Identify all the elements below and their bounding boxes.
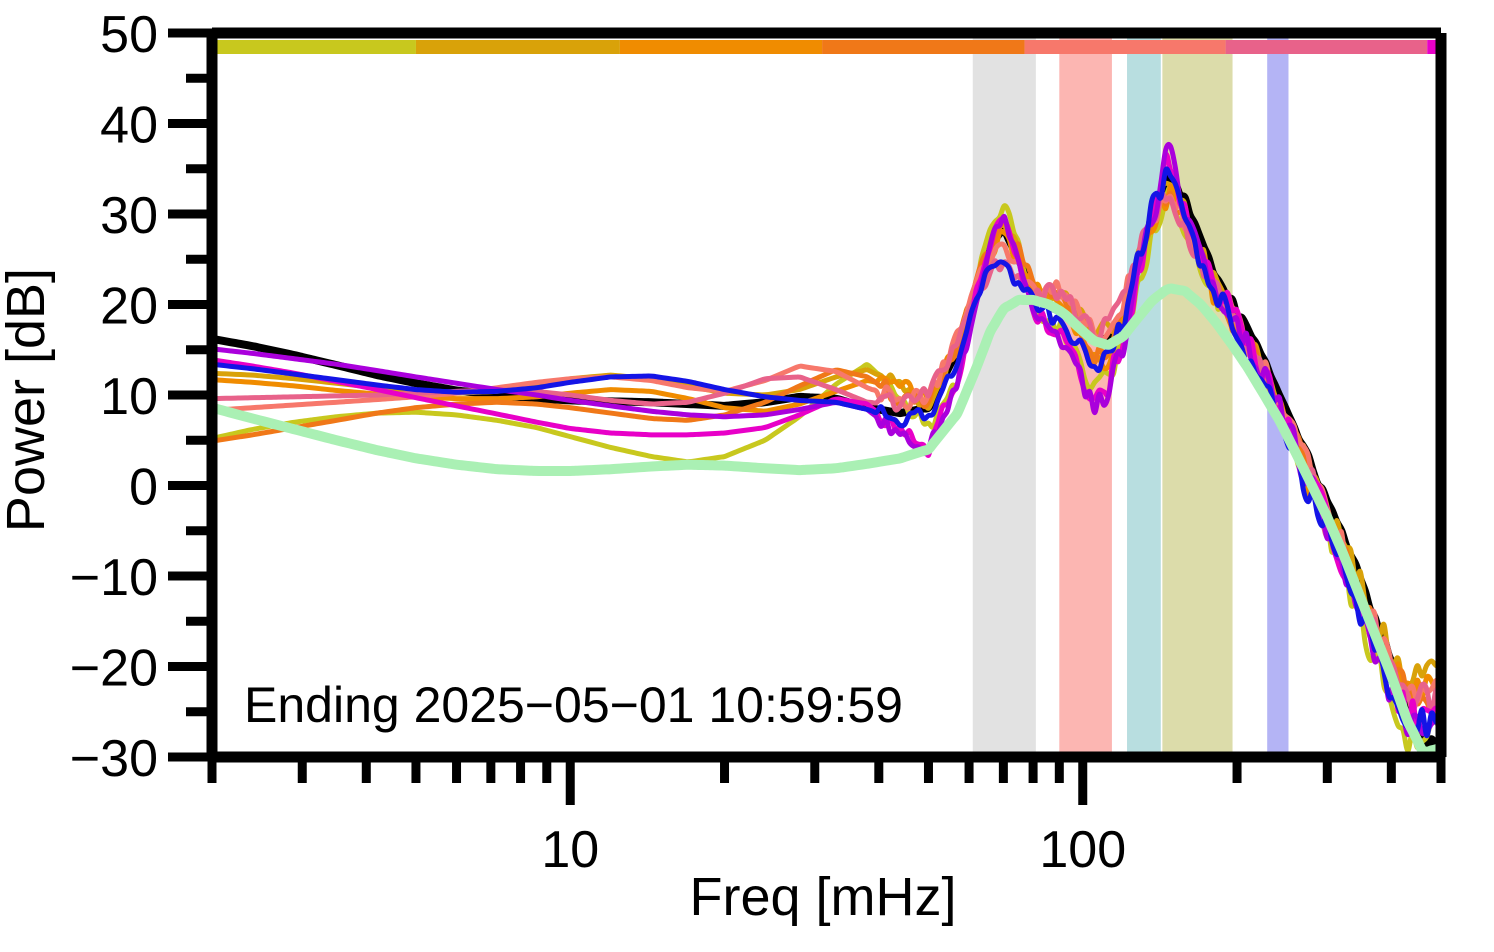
color-bar-segment-0 (212, 40, 416, 54)
y-tick-label: 0 (129, 459, 158, 517)
color-bar-segment-3 (822, 40, 1025, 54)
ending-timestamp-annotation: Ending 2025−05−01 10:59:59 (244, 677, 903, 733)
y-tick-label: 40 (100, 97, 158, 155)
top-color-bar (212, 40, 1441, 54)
band-olive (1162, 33, 1233, 757)
y-tick-label: 30 (100, 187, 158, 245)
band-teal (1127, 33, 1161, 757)
x-tick-label: 10 (541, 821, 599, 879)
spectra-curves (207, 142, 1446, 757)
color-bar-segment-4 (1024, 40, 1226, 54)
x-axis-label: Freq [mHz] (689, 867, 956, 927)
axis-ticks (168, 28, 1446, 805)
y-tick-label: −20 (70, 640, 158, 698)
y-tick-label: −30 (70, 730, 158, 788)
color-bar-segment-5 (1225, 40, 1428, 54)
y-tick-label: 10 (100, 368, 158, 426)
shaded-frequency-bands (972, 33, 1289, 757)
y-tick-label: 50 (100, 6, 158, 64)
x-tick-label: 100 (1039, 821, 1126, 879)
y-tick-label: −10 (70, 549, 158, 607)
curve-trace-lightgreen (207, 283, 1446, 757)
band-gray (972, 33, 1036, 757)
y-tick-label: 20 (100, 278, 158, 336)
y-axis-label: Power [dB] (0, 268, 56, 532)
curve-trace-blue (209, 166, 1444, 739)
color-bar-segment-1 (415, 40, 620, 54)
color-bar-segment-2 (619, 40, 823, 54)
